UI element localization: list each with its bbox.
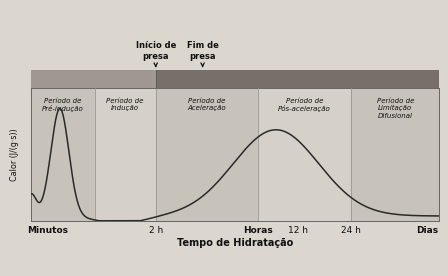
Bar bbox=[156, 70, 439, 88]
Text: Trabalhável: Trabalhável bbox=[67, 75, 120, 84]
Text: Período de
Indução: Período de Indução bbox=[107, 98, 144, 111]
Bar bbox=[95, 88, 156, 221]
Text: Período de
Limitação
Difusional: Período de Limitação Difusional bbox=[376, 98, 414, 119]
Text: Período de
Pré-indução: Período de Pré-indução bbox=[42, 98, 84, 112]
Text: Calor (J/(g·s)): Calor (J/(g·s)) bbox=[10, 128, 19, 181]
Text: Horas: Horas bbox=[243, 226, 272, 235]
Text: Período de
Aceleração: Período de Aceleração bbox=[187, 98, 226, 111]
Bar bbox=[156, 88, 258, 221]
Bar bbox=[351, 88, 439, 221]
Text: Minutos: Minutos bbox=[27, 226, 68, 235]
Text: 2 h: 2 h bbox=[149, 226, 163, 235]
Bar bbox=[31, 88, 95, 221]
Text: Dias: Dias bbox=[416, 226, 438, 235]
Bar bbox=[258, 88, 351, 221]
Text: 24 h: 24 h bbox=[341, 226, 362, 235]
Bar bbox=[31, 70, 156, 88]
Text: Desenvolvimento
da resistência: Desenvolvimento da resistência bbox=[258, 70, 336, 89]
Text: Fim de
presa: Fim de presa bbox=[187, 41, 219, 67]
Text: 12 h: 12 h bbox=[289, 226, 308, 235]
Text: Período de
Pós-aceleração: Período de Pós-aceleração bbox=[278, 98, 331, 112]
Text: Início de
presa: Início de presa bbox=[135, 41, 176, 67]
Text: Tempo de Hidratação: Tempo de Hidratação bbox=[177, 238, 293, 248]
